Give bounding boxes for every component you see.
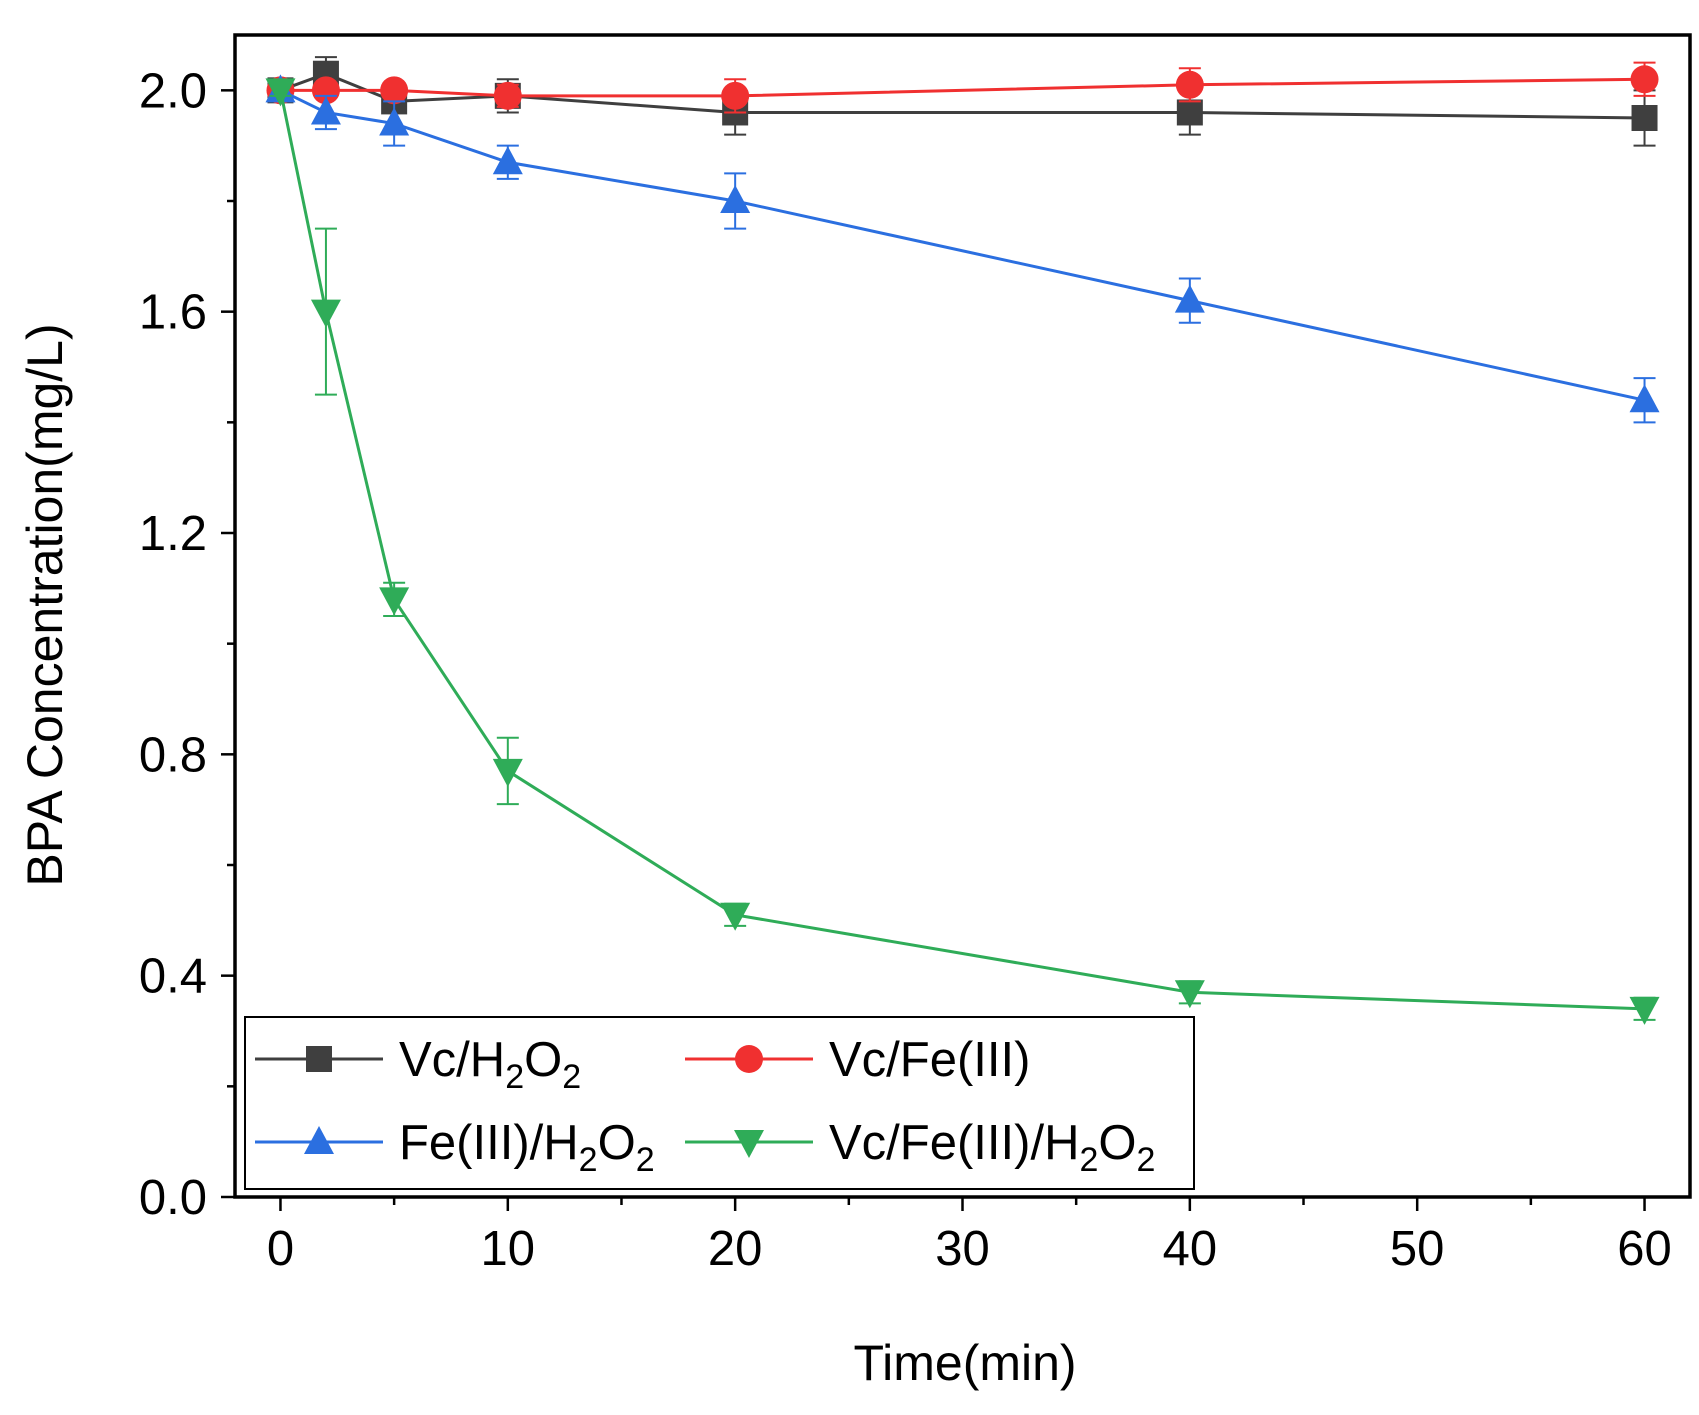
legend-item: Vc/H2O2	[255, 1033, 581, 1096]
data-point	[265, 78, 296, 107]
legend-box	[244, 1016, 1195, 1190]
series-2	[265, 74, 1660, 424]
x-tick-label: 50	[1390, 1222, 1445, 1276]
legend-text-part: O	[598, 1116, 636, 1170]
x-tick-label: 30	[935, 1222, 990, 1276]
legend: Vc/H2O2 Vc/Fe(III)Fe(III)/H2O2 Vc/Fe(III)/…	[244, 1016, 1195, 1190]
x-axis-title: Time(min)	[853, 1335, 1076, 1391]
legend-subscript: 2	[1079, 1141, 1098, 1179]
data-point	[379, 587, 410, 616]
data-point	[1629, 996, 1660, 1025]
data-point	[1629, 384, 1660, 413]
legend-text-part: Vc/Fe(III)	[829, 1033, 1030, 1087]
y-tick-label: 1.2	[139, 507, 207, 561]
legend-marker	[306, 1046, 332, 1072]
series-0	[267, 56, 1658, 147]
data-point	[720, 902, 751, 931]
x-tick-label: 20	[708, 1222, 763, 1276]
x-tick-label: 60	[1617, 1222, 1672, 1276]
x-tick-label: 40	[1163, 1222, 1218, 1276]
data-point	[1630, 65, 1659, 94]
data-point	[720, 185, 751, 213]
data-point	[310, 96, 341, 125]
legend-text-part: Vc/H	[399, 1033, 505, 1087]
legend-item: Vc/Fe(III)	[685, 1033, 1030, 1087]
series-layer	[265, 56, 1660, 1025]
legend-marker	[734, 1130, 764, 1158]
y-tick-label: 0.0	[139, 1171, 207, 1225]
y-tick-label: 2.0	[139, 64, 207, 118]
legend-marker	[735, 1045, 763, 1073]
series-1	[266, 61, 1659, 114]
data-point	[1175, 70, 1204, 99]
legend-subscript: 2	[636, 1141, 655, 1179]
x-tick-label: 10	[481, 1222, 536, 1276]
series-line	[278, 90, 1645, 1011]
data-point	[721, 81, 750, 110]
legend-label: Vc/H2O2	[399, 1033, 581, 1096]
legend-item: Vc/Fe(III)/H2O2	[685, 1116, 1155, 1179]
legend-text-part: Vc/Fe(III)/H	[829, 1116, 1079, 1170]
data-point	[311, 76, 340, 105]
x-tick-label: 0	[267, 1222, 294, 1276]
legend-subscript: 2	[505, 1058, 524, 1096]
data-point	[1174, 980, 1205, 1009]
data-point	[1174, 284, 1205, 313]
axes: 0 10 20 30 40 50 60 0.0 0.4 0.8 1.2 1.6 2.0	[139, 33, 1692, 1276]
data-point	[492, 758, 523, 787]
legend-subscript: 2	[579, 1141, 598, 1179]
data-point	[493, 81, 522, 110]
y-axis-title: BPA Concentration(mg/L)	[17, 323, 73, 886]
data-point	[492, 146, 523, 175]
data-point	[379, 107, 410, 136]
legend-label: Vc/Fe(III)	[829, 1033, 1030, 1087]
legend-label: Vc/Fe(III)/H2O2	[829, 1116, 1155, 1179]
data-point	[380, 76, 409, 105]
legend-label: Fe(III)/H2O2	[399, 1116, 655, 1179]
data-point	[1631, 105, 1658, 131]
legend-subscript: 2	[562, 1058, 581, 1096]
y-tick-label: 1.6	[139, 286, 207, 340]
y-tick-label: 0.8	[139, 728, 207, 782]
legend-marker	[304, 1126, 334, 1154]
y-tick-label: 0.4	[139, 950, 207, 1004]
legend-text-part: O	[524, 1033, 562, 1087]
data-point	[1176, 99, 1203, 126]
series-3	[265, 78, 1660, 1025]
data-point	[310, 299, 341, 328]
series-line	[279, 88, 1645, 402]
legend-text-part: Fe(III)/H	[399, 1116, 579, 1170]
legend-text-part: O	[1098, 1116, 1136, 1170]
legend-subscript: 2	[1137, 1141, 1156, 1179]
series-line	[280, 77, 1645, 98]
legend-item: Fe(III)/H2O2	[255, 1116, 655, 1179]
